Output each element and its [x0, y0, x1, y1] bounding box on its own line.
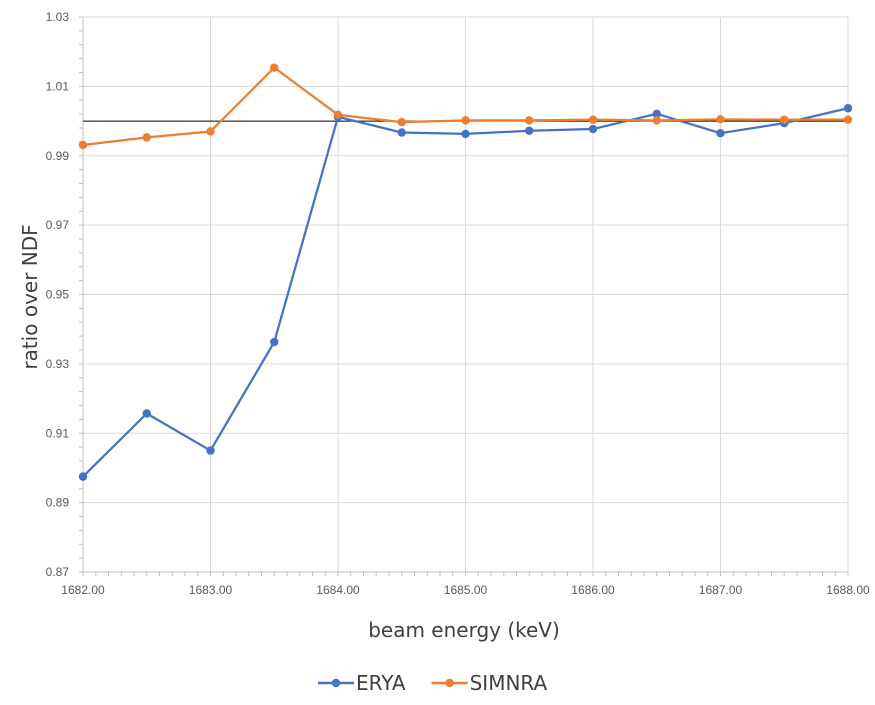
- legend-marker-erya: [331, 678, 341, 688]
- x-axis-title: beam energy (keV): [368, 618, 560, 642]
- data-point-erya: [78, 472, 88, 481]
- x-tick-label: 1684.00: [316, 583, 360, 597]
- x-tick-label: 1685.00: [444, 583, 488, 597]
- legend: ERYA SIMNRA: [318, 671, 548, 695]
- series-layer: [78, 63, 853, 481]
- data-point-simnra: [397, 117, 406, 127]
- data-point-erya: [206, 446, 215, 455]
- y-tick-label: 0.97: [46, 218, 70, 232]
- data-point-simnra: [525, 116, 534, 125]
- legend-marker-simnra: [445, 678, 454, 688]
- data-point-erya: [270, 337, 279, 347]
- data-point-erya: [142, 409, 151, 418]
- data-point-simnra: [843, 115, 853, 124]
- data-point-erya: [588, 124, 598, 134]
- x-tick-label: 1682.00: [61, 583, 105, 597]
- data-point-simnra: [780, 115, 789, 124]
- data-point-erya: [716, 129, 725, 138]
- data-point-simnra: [142, 133, 151, 142]
- data-point-simnra: [333, 110, 343, 120]
- legend-label-simnra: SIMNRA: [470, 671, 548, 695]
- data-point-simnra: [652, 116, 661, 125]
- y-axis-title: ratio over NDF: [18, 224, 42, 369]
- y-tick-label: 0.93: [46, 357, 70, 371]
- legend-item-simnra: SIMNRA: [431, 671, 548, 695]
- y-tick-label: 0.99: [46, 149, 70, 163]
- series-simnra: [78, 63, 853, 150]
- x-tick-label: 1686.00: [571, 583, 615, 597]
- data-point-simnra: [716, 115, 725, 124]
- axes: [79, 16, 849, 576]
- data-point-simnra: [270, 63, 279, 72]
- y-tick-label: 0.91: [46, 426, 70, 440]
- data-point-erya: [652, 109, 661, 118]
- y-tick-label: 0.95: [46, 288, 70, 302]
- legend-item-erya: ERYA: [318, 671, 406, 695]
- data-point-erya: [397, 128, 406, 137]
- data-point-simnra: [588, 115, 598, 124]
- tick-labels: 0.87 0.89 0.91 0.93 0.95 0.97 0.99 1.01 1.03 1682…: [46, 10, 870, 597]
- data-point-simnra: [78, 140, 88, 150]
- y-tick-label: 0.87: [46, 565, 70, 579]
- data-point-simnra: [461, 116, 470, 125]
- x-tick-label: 1688.00: [826, 583, 870, 597]
- y-tick-label: 1.03: [46, 10, 70, 24]
- x-tick-label: 1683.00: [189, 583, 233, 597]
- y-tick-label: 0.89: [46, 496, 70, 510]
- y-tick-label: 1.01: [46, 79, 70, 93]
- data-point-simnra: [206, 127, 215, 136]
- data-point-erya: [843, 104, 853, 113]
- legend-label-erya: ERYA: [356, 671, 406, 695]
- data-point-erya: [525, 126, 534, 135]
- data-point-erya: [461, 129, 470, 139]
- grid: [82, 16, 849, 573]
- x-tick-label: 1687.00: [699, 583, 743, 597]
